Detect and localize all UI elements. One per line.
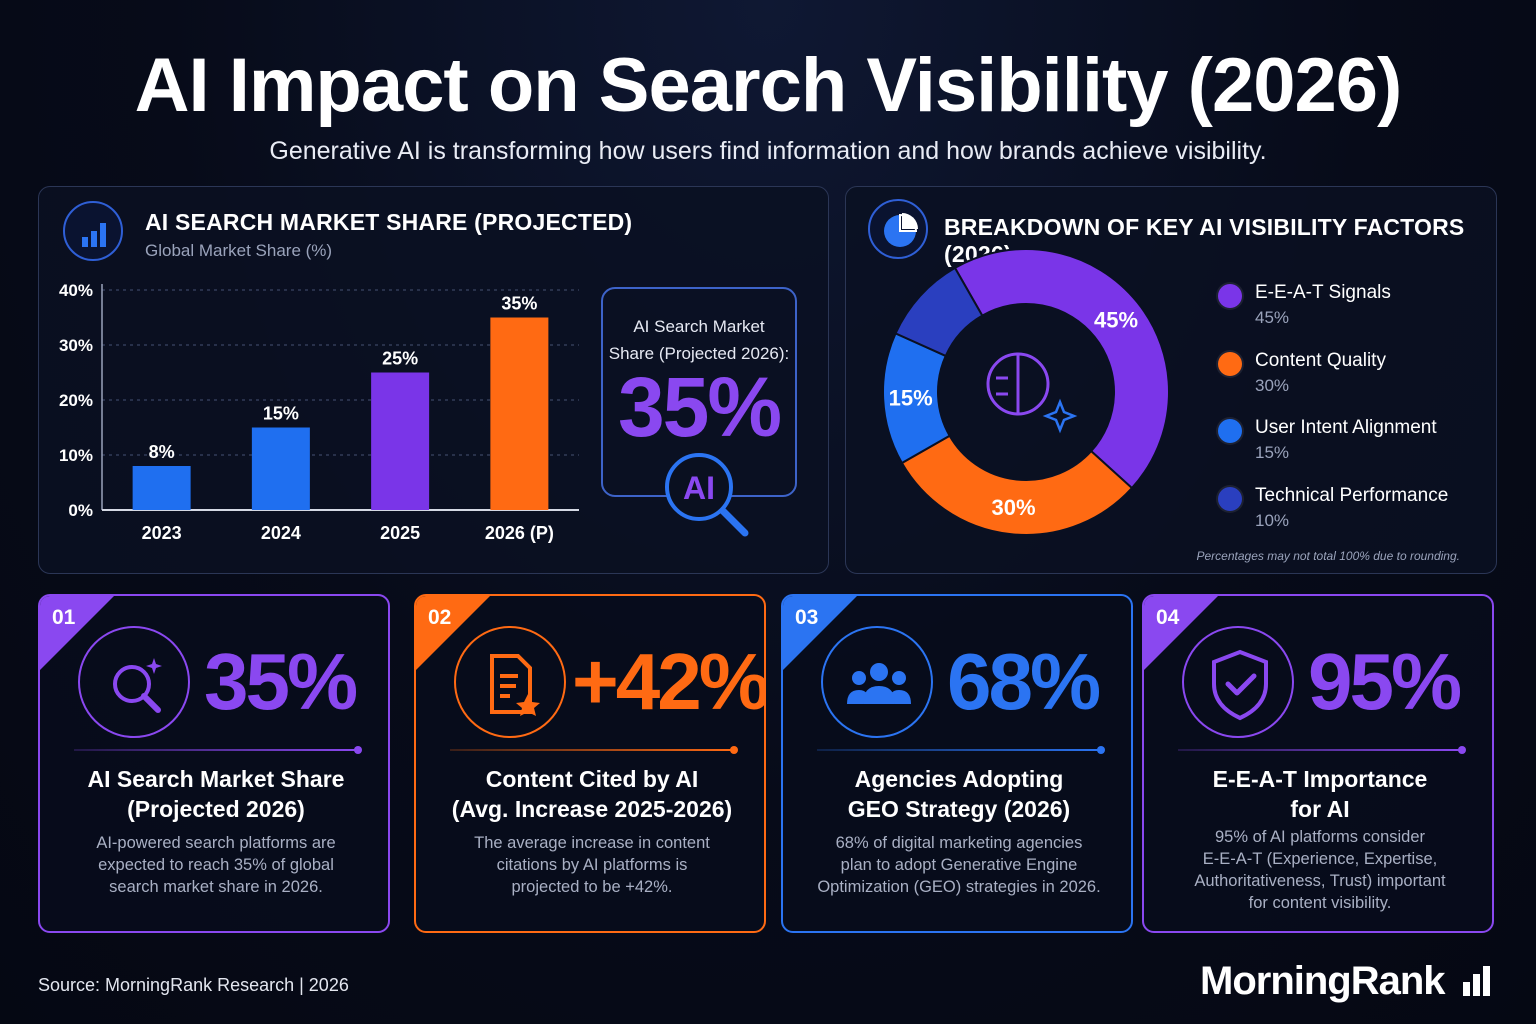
bar-chart-icon	[1462, 966, 1490, 996]
x-tick-label: 2026 (P)	[485, 523, 554, 543]
card-value: 35%	[204, 637, 358, 726]
card-description: The average increase in content citations…	[474, 834, 710, 896]
donut-slice	[900, 434, 1134, 536]
card-value: 68%	[947, 637, 1101, 726]
bar-value-label: 25%	[382, 349, 418, 369]
bar-chart-icon	[63, 201, 123, 261]
legend-label: E-E-A-T Signals	[1255, 282, 1391, 303]
ai-search-icon: AI	[665, 453, 749, 537]
market-share-panel: AI SEARCH MARKET SHARE (PROJECTED) Globa…	[38, 186, 829, 574]
card-number: 03	[795, 606, 819, 629]
card-divider	[450, 746, 738, 754]
card-number: 02	[428, 606, 452, 629]
y-tick-label: 30%	[59, 336, 93, 355]
y-tick-label: 10%	[59, 446, 93, 465]
stat-card: 01 35% AI Search Market Share (Projected 20…	[38, 594, 390, 933]
slice-label: 45%	[1094, 308, 1138, 333]
shield-check-icon	[1182, 626, 1294, 738]
panel-title: BREAKDOWN OF KEY AI VISIBILITY FACTORS (…	[944, 214, 1465, 267]
legend-dot	[1218, 419, 1242, 443]
bar	[371, 372, 430, 510]
card-description: 95% of AI platforms consider E-E-A-T (Exp…	[1194, 828, 1446, 912]
footnote: Percentages may not total 100% due to ro…	[1196, 549, 1460, 563]
legend-label: Content Quality	[1255, 349, 1386, 371]
slice-label: 15%	[889, 386, 933, 411]
source-note: Source: MorningRank Research | 2026	[38, 975, 349, 995]
legend-value: 10%	[1255, 510, 1290, 530]
page-subtitle: Generative AI is transforming how users …	[269, 137, 1267, 165]
legend-value: 45%	[1255, 308, 1290, 327]
legend-value: 30%	[1255, 375, 1290, 395]
stat-card: 03 68% Agencies Adopting GEO Strategy (2026…	[781, 594, 1133, 933]
bar	[251, 427, 310, 510]
donut-slice	[953, 248, 1170, 490]
visibility-factors-panel: BREAKDOWN OF KEY AI VISIBILITY FACTORS (…	[845, 186, 1497, 574]
card-value: 95%	[1308, 637, 1462, 726]
card-divider	[74, 746, 362, 754]
card-value: +42%	[572, 637, 766, 726]
bar-chart: 0% 10% 20% 30% 40% 8% 2023 15% 2024 25% 2025 35% 202…	[59, 281, 579, 543]
brand-name: MorningRank	[1200, 959, 1446, 1003]
legend-value: 15%	[1255, 443, 1290, 462]
card-title: E-E-A-T Importance for AI	[1212, 766, 1428, 822]
search-sparkle-icon	[78, 626, 190, 738]
card-description: AI-powered search platforms are expected …	[96, 834, 336, 896]
bar-value-label: 8%	[149, 442, 175, 462]
legend-dot	[1218, 351, 1242, 376]
donut-chart: 45% 30% 15%	[882, 248, 1170, 536]
projected-share-callout: AI Search Market Share (Projected 2026):…	[601, 287, 797, 537]
y-tick-label: 20%	[59, 391, 93, 410]
card-number: 01	[52, 606, 76, 629]
card-number: 04	[1156, 606, 1180, 629]
brand-logo: MorningRank	[1200, 958, 1499, 1004]
bar-value-label: 15%	[263, 404, 299, 424]
panel-title: AI SEARCH MARKET SHARE (PROJECTED)	[145, 209, 633, 235]
legend-label: Technical Performance	[1255, 484, 1449, 506]
x-tick-label: 2023	[142, 523, 182, 543]
stat-card: 02 +42% Content Cited by AI (Avg. Increase …	[414, 594, 766, 933]
card-title: Content Cited by AI (Avg. Increase 2025-2…	[451, 766, 733, 822]
legend-dot	[1218, 486, 1242, 511]
page-title: AI Impact on Search Visibility (2026)	[134, 43, 1403, 128]
legend-dot	[1218, 284, 1242, 308]
bar	[490, 317, 549, 510]
x-tick-label: 2024	[261, 523, 301, 543]
card-description: 68% of digital marketing agencies plan to…	[817, 834, 1101, 896]
document-star-icon	[454, 626, 566, 738]
ai-icon-text: AI	[683, 470, 715, 506]
slice-label: 30%	[991, 495, 1035, 520]
bar-value-label: 35%	[501, 294, 537, 314]
brain-sparkle-icon	[986, 352, 1078, 434]
bar	[132, 466, 191, 510]
callout-value: 35%	[617, 360, 782, 454]
y-tick-label: 40%	[59, 281, 93, 300]
card-title: AI Search Market Share (Projected 2026)	[87, 766, 345, 822]
card-title: Agencies Adopting GEO Strategy (2026)	[847, 766, 1071, 822]
callout-label-line1: AI Search Market	[633, 317, 765, 336]
card-divider	[1178, 746, 1466, 754]
people-group-icon	[821, 626, 933, 738]
card-divider	[817, 746, 1105, 754]
donut-slice	[894, 266, 984, 358]
y-tick-label: 0%	[68, 501, 93, 520]
pie-chart-icon	[868, 199, 928, 259]
callout-label-line2: Share (Projected 2026):	[608, 344, 790, 363]
stat-card: 04 95% E-E-A-T Importance for AI 95% of AI p…	[1142, 594, 1494, 933]
x-tick-label: 2025	[380, 523, 420, 543]
panel-subtitle: Global Market Share (%)	[145, 241, 333, 260]
legend-label: User Intent Alignment	[1255, 417, 1437, 438]
